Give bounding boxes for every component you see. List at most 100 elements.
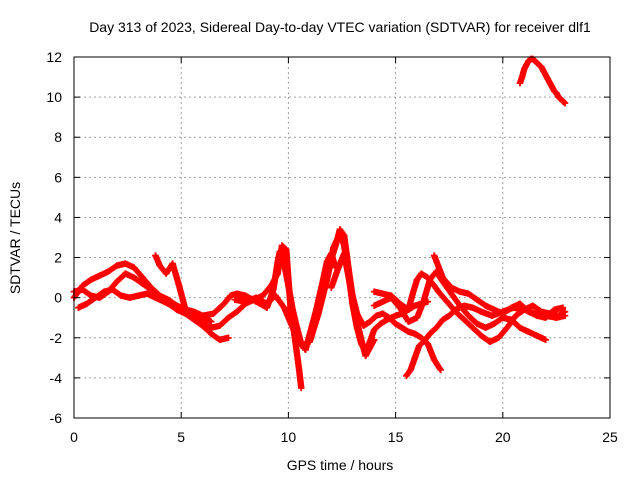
data-point <box>392 320 399 327</box>
data-point <box>113 278 121 285</box>
data-point <box>495 334 502 341</box>
data-point <box>199 312 206 319</box>
data-point <box>370 302 378 309</box>
data-point <box>283 246 290 253</box>
data-point <box>122 260 129 267</box>
data-point <box>278 242 286 249</box>
data-point <box>553 314 560 321</box>
data-point <box>456 288 464 295</box>
x-axis-label: GPS time / hours <box>287 457 394 473</box>
data-point <box>533 312 541 319</box>
data-point <box>139 274 146 281</box>
data-point <box>285 282 292 289</box>
data-point <box>443 298 451 305</box>
data-series <box>70 55 569 392</box>
data-point <box>398 324 406 331</box>
data-point <box>430 252 438 259</box>
data-point <box>188 310 196 317</box>
data-point <box>491 320 498 327</box>
data-point <box>330 244 337 251</box>
data-point <box>370 288 378 295</box>
data-point <box>411 330 419 337</box>
data-point <box>175 282 183 289</box>
data-point <box>523 61 530 69</box>
data-point <box>160 298 168 305</box>
data-point <box>353 324 361 331</box>
data-point <box>473 320 481 327</box>
data-point <box>461 316 468 323</box>
y-tick-label: 10 <box>46 89 62 105</box>
data-point <box>298 342 305 349</box>
series-trace-8 <box>328 250 444 374</box>
data-point <box>280 260 288 267</box>
data-point <box>420 338 427 345</box>
data-point <box>561 99 569 107</box>
series-markers <box>328 250 444 374</box>
data-point <box>139 280 146 287</box>
data-point <box>551 306 558 313</box>
data-point <box>435 288 442 295</box>
data-point <box>126 294 133 301</box>
data-point <box>542 336 549 343</box>
data-point <box>130 264 138 271</box>
series-markers <box>70 260 232 343</box>
data-point <box>295 366 303 374</box>
y-tick-label: 8 <box>54 129 62 145</box>
x-tick-label: 10 <box>281 429 297 445</box>
data-point <box>413 314 421 321</box>
data-point <box>413 276 421 283</box>
data-point <box>79 286 86 293</box>
data-point <box>178 306 185 313</box>
series-markers <box>231 226 378 360</box>
data-point <box>465 312 472 319</box>
data-point <box>289 306 296 313</box>
data-point <box>208 324 215 331</box>
data-point <box>334 266 341 273</box>
x-tick-label: 25 <box>602 429 618 445</box>
data-point <box>227 292 234 299</box>
y-tick-label: 6 <box>54 169 62 185</box>
data-point <box>379 310 386 317</box>
data-point <box>448 290 455 297</box>
y-tick-label: 2 <box>54 250 62 266</box>
data-point <box>347 284 354 291</box>
data-point <box>433 324 440 331</box>
data-point <box>105 268 112 275</box>
data-point <box>233 290 241 297</box>
data-point <box>113 262 121 269</box>
series-trace-13 <box>516 55 569 107</box>
data-point <box>409 290 416 297</box>
data-point <box>225 314 232 321</box>
y-tick-label: 4 <box>54 209 62 225</box>
data-point <box>220 300 228 307</box>
data-point <box>546 79 554 87</box>
data-point <box>231 296 238 303</box>
y-tick-label: 12 <box>46 49 62 65</box>
data-point <box>379 298 386 305</box>
data-point <box>328 284 335 291</box>
data-point <box>461 302 468 309</box>
data-point <box>323 274 331 281</box>
data-point <box>516 79 524 87</box>
data-point <box>122 270 129 277</box>
data-point <box>405 306 412 313</box>
data-point <box>336 230 344 237</box>
data-point <box>439 316 446 323</box>
data-point <box>96 272 103 279</box>
data-point <box>130 274 138 281</box>
series-trace-3 <box>75 286 211 323</box>
data-point <box>469 324 476 331</box>
data-point <box>482 324 489 331</box>
axis-ticks: 0 5 10 15 20 25 -6 -4 -2 0 2 4 6 8 10 12 <box>46 49 618 445</box>
data-point <box>302 346 309 354</box>
data-point <box>366 318 374 325</box>
data-point <box>542 71 549 79</box>
data-point <box>486 338 494 345</box>
plot-frame <box>73 56 611 419</box>
data-point <box>533 332 541 339</box>
data-point <box>362 348 369 356</box>
y-tick-label: 0 <box>54 290 62 306</box>
data-point <box>491 306 498 313</box>
data-point <box>109 286 116 293</box>
